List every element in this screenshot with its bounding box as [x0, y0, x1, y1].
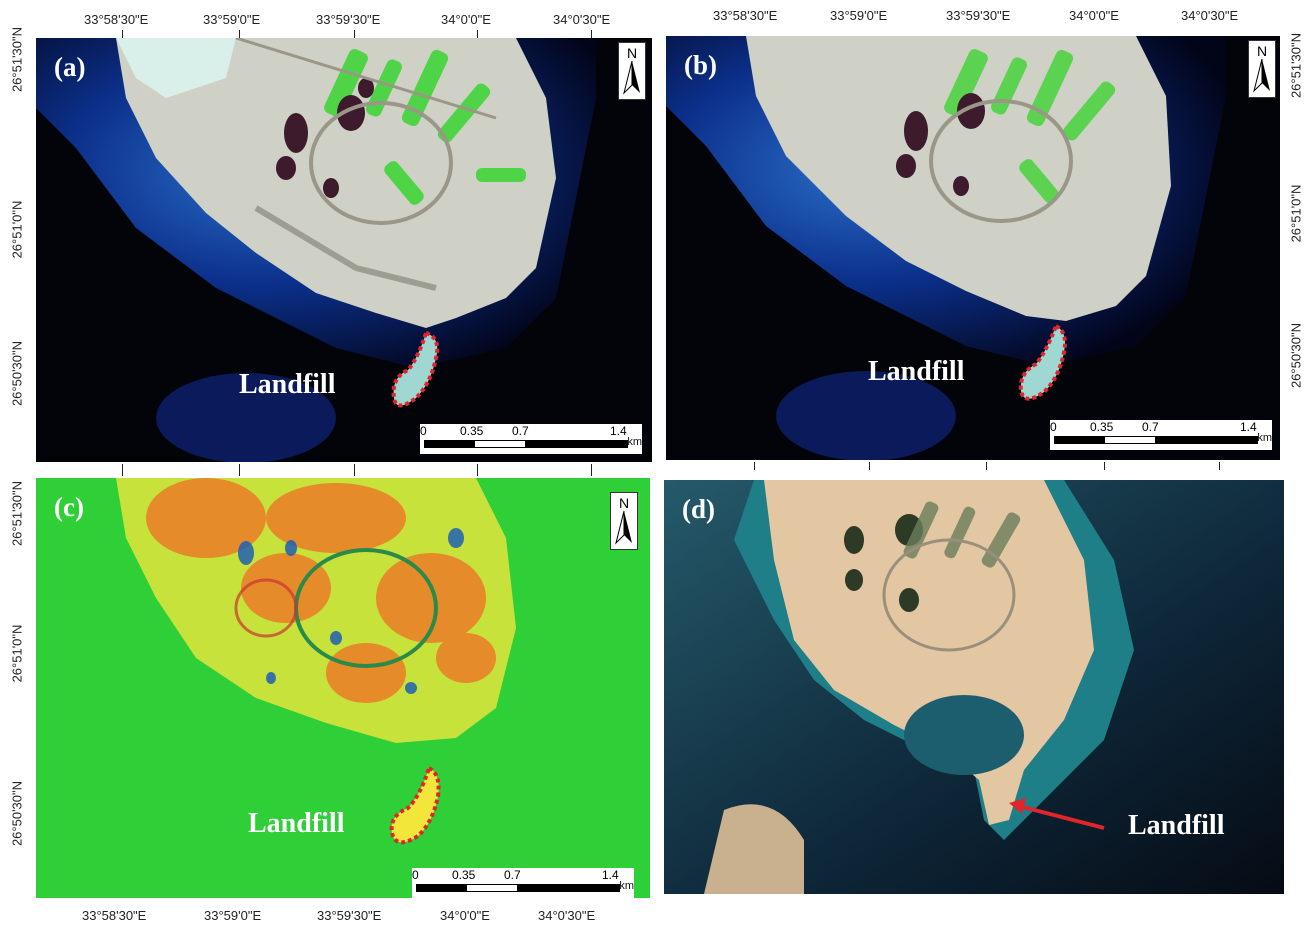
lon-label: 33°59'0"E	[204, 908, 262, 923]
lon-label: 33°58'30"E	[713, 8, 778, 23]
lat-label: 26°50'30"N	[1288, 322, 1304, 389]
north-letter: N	[627, 45, 637, 61]
axis-tick	[986, 462, 987, 470]
north-arrow-c: N	[610, 492, 638, 550]
axis-tick	[354, 464, 355, 476]
north-letter: N	[619, 495, 629, 511]
classified-image-c	[36, 478, 650, 898]
satellite-image-a	[36, 38, 652, 462]
lon-label: 33°58'30"E	[82, 908, 147, 923]
axis-tick	[477, 30, 478, 38]
lon-label: 33°59'0"E	[203, 12, 261, 27]
true-color-image-d	[664, 480, 1284, 894]
panel-c: (c) Landfill N 0 0.35 0.7 1.4 km	[36, 478, 650, 898]
lat-label: 26°51'30"N	[9, 26, 25, 93]
lon-label: 34°0'0"E	[440, 908, 490, 923]
scale-bar-a: 0 0.35 0.7 1.4 km	[420, 424, 642, 454]
lon-label: 33°58'30"E	[84, 12, 149, 27]
lat-label: 26°51'0"N	[1288, 184, 1304, 243]
lon-label: 33°59'30"E	[316, 12, 381, 27]
axis-tick	[477, 464, 478, 476]
lat-label: 26°51'0"N	[9, 200, 25, 259]
panel-a-label: (a)	[54, 52, 86, 82]
axis-tick	[239, 30, 240, 38]
panel-a-landfill-label: Landfill	[239, 369, 336, 400]
lon-label: 34°0'0"E	[1069, 8, 1119, 23]
panel-d: (d) Landfill	[664, 480, 1284, 894]
lon-label: 33°59'30"E	[946, 8, 1011, 23]
axis-tick	[591, 30, 592, 38]
lon-label: 34°0'30"E	[1181, 8, 1239, 23]
axis-tick	[1219, 462, 1220, 470]
north-arrow-a: N	[618, 42, 646, 100]
north-letter: N	[1257, 43, 1267, 59]
panel-c-landfill-label: Landfill	[248, 808, 345, 839]
satellite-image-b	[666, 36, 1280, 460]
axis-tick	[1104, 462, 1105, 470]
lat-label: 26°50'30"N	[9, 780, 25, 847]
scale-bar-b: 0 0.35 0.7 1.4 km	[1050, 420, 1272, 450]
lat-label: 26°51'0"N	[9, 624, 25, 683]
lon-label: 34°0'0"E	[441, 12, 491, 27]
lon-label: 34°0'30"E	[553, 12, 611, 27]
north-arrow-b: N	[1248, 40, 1276, 98]
panel-b-label: (b)	[684, 50, 717, 80]
panel-b: (b) Landfill N 0 0.35 0.7 1.4 km	[666, 36, 1280, 460]
lat-label: 26°51'30"N	[1288, 32, 1304, 99]
lon-label: 34°0'30"E	[538, 908, 596, 923]
panel-d-landfill-label: Landfill	[1128, 810, 1225, 841]
lon-label: 33°59'30"E	[317, 908, 382, 923]
lat-label: 26°51'30"N	[9, 480, 25, 547]
axis-tick	[754, 462, 755, 470]
lon-label: 33°59'0"E	[830, 8, 888, 23]
axis-tick	[869, 462, 870, 470]
panel-d-label: (d)	[682, 494, 715, 524]
axis-tick	[354, 30, 355, 38]
axis-tick	[591, 464, 592, 476]
lat-label: 26°50'30"N	[9, 340, 25, 407]
panel-b-landfill-label: Landfill	[868, 356, 965, 387]
axis-tick	[239, 464, 240, 476]
panel-a: (a) Landfill N 0 0.35 0.7 1.4 km	[36, 38, 652, 462]
scale-bar-c: 0 0.35 0.7 1.4 km	[412, 868, 634, 898]
panel-c-label: (c)	[54, 492, 84, 522]
axis-tick	[122, 464, 123, 476]
axis-tick	[122, 30, 123, 38]
